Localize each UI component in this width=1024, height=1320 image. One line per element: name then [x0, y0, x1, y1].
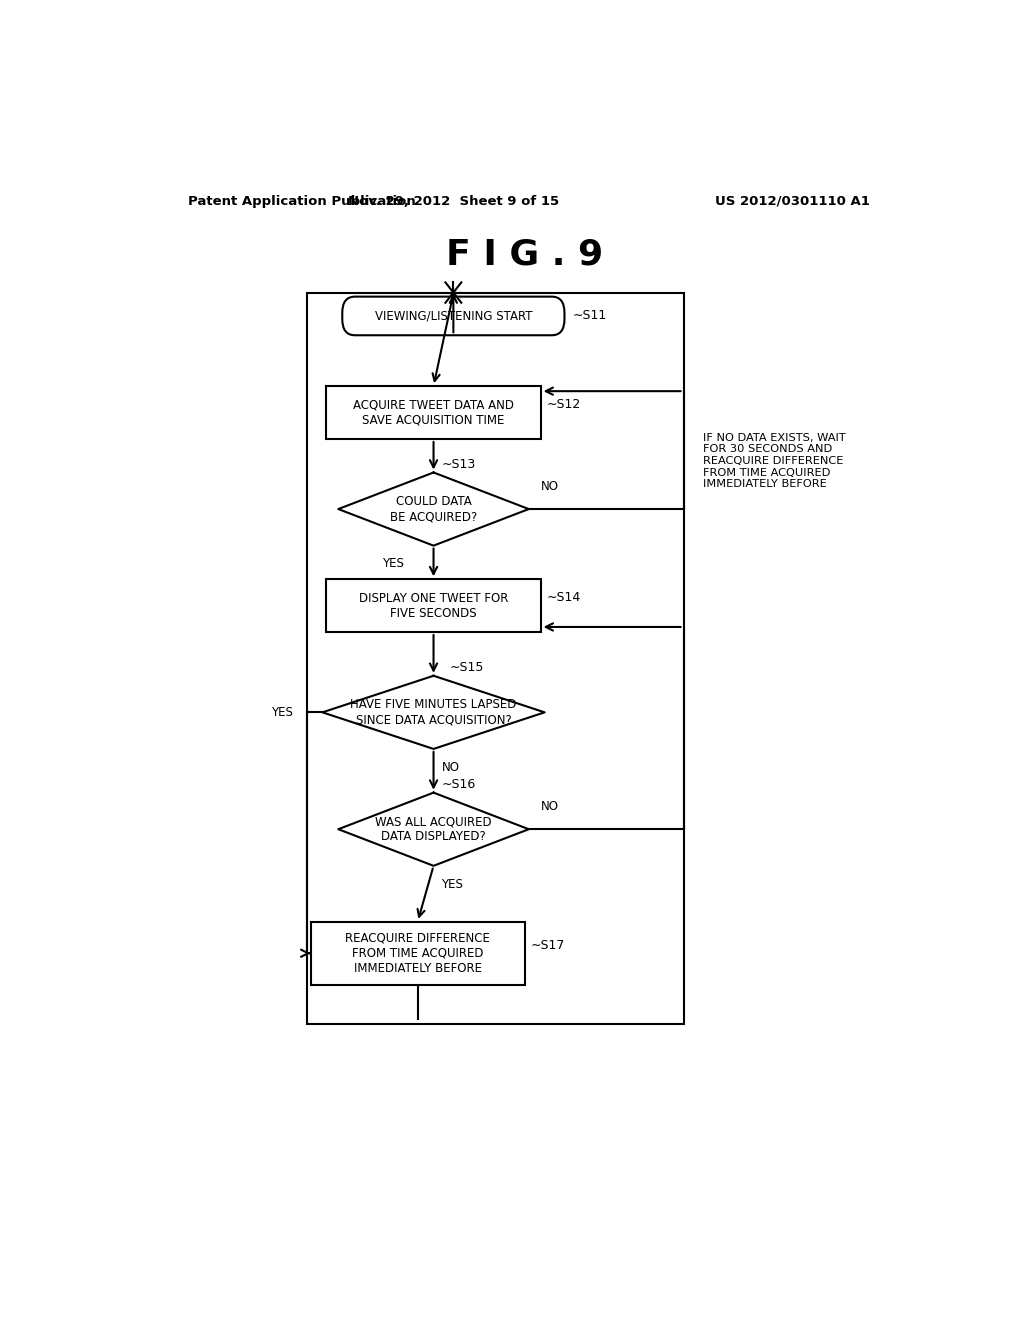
Bar: [310, 921, 525, 985]
Bar: [327, 385, 541, 440]
Text: ACQUIRE TWEET DATA AND
SAVE ACQUISITION TIME: ACQUIRE TWEET DATA AND SAVE ACQUISITION …: [353, 399, 514, 426]
Text: DISPLAY ONE TWEET FOR
FIVE SECONDS: DISPLAY ONE TWEET FOR FIVE SECONDS: [358, 591, 508, 619]
Text: US 2012/0301110 A1: US 2012/0301110 A1: [715, 194, 870, 207]
Text: NO: NO: [541, 800, 559, 813]
Text: Nov. 29, 2012  Sheet 9 of 15: Nov. 29, 2012 Sheet 9 of 15: [348, 194, 559, 207]
Text: YES: YES: [441, 878, 463, 891]
Polygon shape: [338, 473, 528, 545]
Text: YES: YES: [270, 706, 293, 719]
Text: WAS ALL ACQUIRED
DATA DISPLAYED?: WAS ALL ACQUIRED DATA DISPLAYED?: [375, 816, 492, 843]
Text: COULD DATA
BE ACQUIRED?: COULD DATA BE ACQUIRED?: [390, 495, 477, 523]
Text: ∼S16: ∼S16: [441, 777, 476, 791]
Polygon shape: [323, 676, 545, 748]
Text: NO: NO: [541, 480, 559, 494]
Text: REACQUIRE DIFFERENCE
FROM TIME ACQUIRED
IMMEDIATELY BEFORE: REACQUIRE DIFFERENCE FROM TIME ACQUIRED …: [345, 932, 490, 974]
Text: ∼S11: ∼S11: [572, 309, 606, 322]
FancyBboxPatch shape: [342, 297, 564, 335]
Text: F I G . 9: F I G . 9: [446, 238, 603, 272]
Text: HAVE FIVE MINUTES LAPSED
SINCE DATA ACQUISITION?: HAVE FIVE MINUTES LAPSED SINCE DATA ACQU…: [350, 698, 517, 726]
Text: ∼S13: ∼S13: [441, 458, 476, 471]
Text: IF NO DATA EXISTS, WAIT
FOR 30 SECONDS AND
REACQUIRE DIFFERENCE
FROM TIME ACQUIR: IF NO DATA EXISTS, WAIT FOR 30 SECONDS A…: [703, 433, 846, 490]
Text: Patent Application Publication: Patent Application Publication: [187, 194, 416, 207]
Text: ∼S14: ∼S14: [547, 591, 582, 605]
Text: ∼S17: ∼S17: [531, 939, 565, 952]
Bar: [306, 293, 684, 1024]
Polygon shape: [338, 792, 528, 866]
Text: YES: YES: [382, 557, 403, 570]
Text: NO: NO: [441, 760, 460, 774]
Bar: [327, 579, 541, 632]
Text: VIEWING/LISTENING START: VIEWING/LISTENING START: [375, 309, 532, 322]
Text: ∼S12: ∼S12: [547, 397, 582, 411]
Text: ∼S15: ∼S15: [450, 661, 483, 675]
